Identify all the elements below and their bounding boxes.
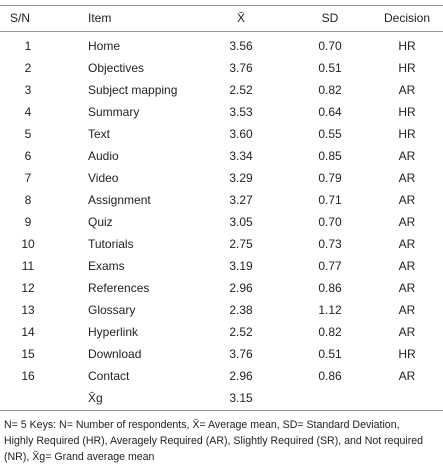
serial-number-cell: 10 xyxy=(21,237,35,251)
item-cell: Quiz xyxy=(88,215,113,229)
item-cell: Subject mapping xyxy=(88,83,178,97)
header-cell: SD xyxy=(321,11,339,25)
item-cell: Tutorials xyxy=(88,237,134,251)
decision-cell: AR xyxy=(398,149,416,163)
mean-cell: 3.34 xyxy=(229,149,253,163)
footnote-line: N= 5 Keys: N= Number of respondents, X̄=… xyxy=(4,419,400,431)
header-cell: Item xyxy=(88,11,112,25)
serial-number-cell: 14 xyxy=(21,325,35,339)
decision-cell: AR xyxy=(398,171,416,185)
header-rule xyxy=(0,31,443,32)
mean-cell: 3.53 xyxy=(229,105,253,119)
standard-deviation-cell: 0.86 xyxy=(318,281,342,295)
serial-number-cell: 15 xyxy=(21,347,35,361)
standard-deviation-cell: 0.64 xyxy=(318,105,342,119)
serial-number-cell: 7 xyxy=(24,171,32,185)
decision-cell: AR xyxy=(398,281,416,295)
serial-number-cell: 11 xyxy=(21,259,35,273)
item-cell: References xyxy=(88,281,150,295)
mean-cell: 3.19 xyxy=(229,259,253,273)
header-cell: Decision xyxy=(383,11,431,25)
footnote-line: (NR), X̄g= Grand average mean xyxy=(4,451,155,463)
serial-number-cell: 13 xyxy=(21,303,35,317)
serial-number-cell: 2 xyxy=(24,61,32,75)
mean-cell: 2.38 xyxy=(229,303,253,317)
decision-cell: HR xyxy=(398,39,416,53)
mean-cell: 3.76 xyxy=(229,347,253,361)
standard-deviation-cell: 0.82 xyxy=(318,325,342,339)
header-cell: S/N xyxy=(9,11,31,25)
item-cell: Home xyxy=(88,39,121,53)
table-bottom-rule xyxy=(0,410,443,411)
decision-cell: AR xyxy=(398,83,416,97)
item-cell: Exams xyxy=(88,259,125,273)
item-cell: Download xyxy=(88,347,142,361)
mean-cell: 2.96 xyxy=(229,369,253,383)
standard-deviation-cell: 0.70 xyxy=(318,39,342,53)
item-cell: Text xyxy=(88,127,111,141)
standard-deviation-cell: 0.82 xyxy=(318,83,342,97)
decision-cell: AR xyxy=(398,303,416,317)
item-cell: Contact xyxy=(88,369,130,383)
item-cell: Assignment xyxy=(88,193,151,207)
grand-mean-label: X̄g xyxy=(88,391,103,405)
decision-cell: AR xyxy=(398,369,416,383)
decision-cell: HR xyxy=(398,347,416,361)
mean-cell: 3.27 xyxy=(229,193,253,207)
serial-number-cell: 5 xyxy=(24,127,32,141)
serial-number-cell: 1 xyxy=(24,39,32,53)
item-cell: Video xyxy=(88,171,119,185)
standard-deviation-cell: 0.70 xyxy=(318,215,342,229)
grand-mean-value: 3.15 xyxy=(229,391,253,405)
mean-cell: 2.52 xyxy=(229,83,253,97)
serial-number-cell: 12 xyxy=(21,281,35,295)
decision-cell: HR xyxy=(398,61,416,75)
item-cell: Audio xyxy=(88,149,119,163)
serial-number-cell: 8 xyxy=(24,193,32,207)
standard-deviation-cell: 0.85 xyxy=(318,149,342,163)
decision-cell: AR xyxy=(398,259,416,273)
mean-cell: 3.56 xyxy=(229,39,253,53)
serial-number-cell: 9 xyxy=(24,215,32,229)
item-cell: Summary xyxy=(88,105,140,119)
mean-cell: 2.96 xyxy=(229,281,253,295)
decision-cell: AR xyxy=(398,237,416,251)
mean-cell: 2.52 xyxy=(229,325,253,339)
table-top-rule xyxy=(0,5,443,6)
mean-cell: 3.29 xyxy=(229,171,253,185)
decision-cell: HR xyxy=(398,105,416,119)
standard-deviation-cell: 1.12 xyxy=(318,303,342,317)
standard-deviation-cell: 0.55 xyxy=(318,127,342,141)
serial-number-cell: 16 xyxy=(21,369,35,383)
decision-cell: AR xyxy=(398,215,416,229)
header-cell: X̄ xyxy=(236,11,246,25)
serial-number-cell: 6 xyxy=(24,149,32,163)
standard-deviation-cell: 0.77 xyxy=(318,259,342,273)
standard-deviation-cell: 0.73 xyxy=(318,237,342,251)
serial-number-cell: 3 xyxy=(24,83,32,97)
decision-cell: AR xyxy=(398,325,416,339)
standard-deviation-cell: 0.51 xyxy=(318,61,342,75)
decision-cell: AR xyxy=(398,193,416,207)
standard-deviation-cell: 0.71 xyxy=(318,193,342,207)
mean-cell: 3.60 xyxy=(229,127,253,141)
decision-cell: HR xyxy=(398,127,416,141)
mean-cell: 2.75 xyxy=(229,237,253,251)
standard-deviation-cell: 0.86 xyxy=(318,369,342,383)
mean-cell: 3.05 xyxy=(229,215,253,229)
mean-cell: 3.76 xyxy=(229,61,253,75)
serial-number-cell: 4 xyxy=(24,105,32,119)
standard-deviation-cell: 0.79 xyxy=(318,171,342,185)
standard-deviation-cell: 0.51 xyxy=(318,347,342,361)
footnote-line: Highly Required (HR), Averagely Required… xyxy=(4,435,424,447)
item-cell: Hyperlink xyxy=(88,325,139,339)
item-cell: Objectives xyxy=(88,61,145,75)
item-cell: Glossary xyxy=(88,303,136,317)
